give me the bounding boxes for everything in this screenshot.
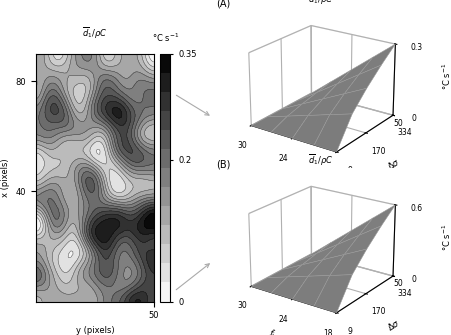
Text: $\overline{d}_1/\rho C$: $\overline{d}_1/\rho C$ — [82, 26, 107, 41]
Y-axis label: $\Delta\sigma$: $\Delta\sigma$ — [385, 155, 401, 172]
Title: $\overline{d}_1/\rho C$: $\overline{d}_1/\rho C$ — [308, 0, 333, 7]
X-axis label: $f_L$: $f_L$ — [266, 327, 277, 335]
Text: (B): (B) — [216, 159, 230, 170]
Y-axis label: x (pixels): x (pixels) — [1, 158, 10, 197]
Text: (A): (A) — [216, 0, 230, 9]
Title: $\overline{d}_1/\rho C$: $\overline{d}_1/\rho C$ — [308, 152, 333, 168]
X-axis label: $f_L$: $f_L$ — [266, 166, 277, 181]
Y-axis label: $\Delta\sigma$: $\Delta\sigma$ — [385, 316, 401, 333]
X-axis label: y (pixels): y (pixels) — [75, 326, 114, 335]
Text: °C s$^{-1}$: °C s$^{-1}$ — [152, 31, 179, 44]
